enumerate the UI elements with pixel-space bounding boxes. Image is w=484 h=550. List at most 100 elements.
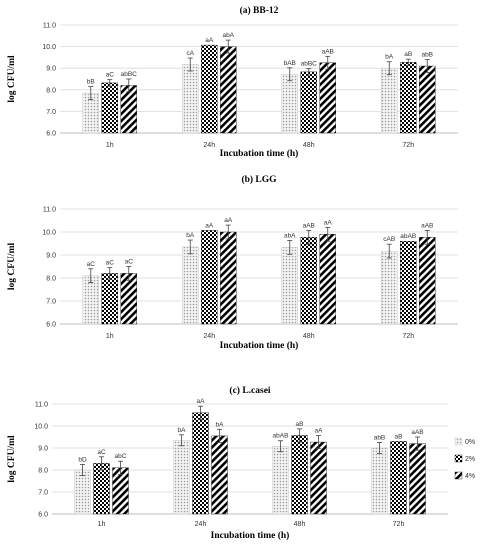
bar <box>419 65 436 134</box>
bar <box>390 441 407 515</box>
x-tick-label: 48h <box>303 333 315 340</box>
bar <box>101 82 118 134</box>
y-tick-label: 6.0 <box>46 131 56 138</box>
x-tick-label: 48h <box>303 142 315 149</box>
x-tick-label: 1h <box>106 142 114 149</box>
legend-label: 2% <box>465 456 475 463</box>
data-label: abB <box>421 52 433 59</box>
bar <box>409 443 426 515</box>
y-axis-label: log CFU/ml <box>7 55 17 103</box>
legend-label: 4% <box>465 473 475 480</box>
data-label: bA <box>178 427 187 434</box>
y-tick-label: 6.0 <box>46 322 56 329</box>
data-label: bA <box>216 421 225 428</box>
data-label: aA <box>205 222 214 229</box>
x-tick-label: 48h <box>294 521 306 528</box>
data-label: abB <box>374 435 386 442</box>
data-label: abC <box>115 453 127 460</box>
y-tick-label: 11.0 <box>35 402 48 409</box>
y-tick-label: 6.0 <box>38 512 48 519</box>
x-axis-label: Incubation time (h) <box>211 530 290 541</box>
data-label: aA <box>224 217 233 224</box>
bar <box>173 440 190 515</box>
data-label: bAB <box>284 60 296 67</box>
bar <box>319 62 336 134</box>
data-label: cAB <box>383 236 395 243</box>
data-label: aB <box>404 51 412 58</box>
y-tick-label: 9.0 <box>46 66 56 73</box>
bar <box>381 67 398 134</box>
bar <box>400 62 417 134</box>
data-label: abBC <box>301 61 318 68</box>
y-tick-label: 8.0 <box>46 276 56 283</box>
bar <box>211 435 228 515</box>
data-label: aC <box>106 72 115 79</box>
bar <box>220 231 237 325</box>
data-label: aA <box>315 427 324 434</box>
bar <box>120 273 137 325</box>
data-label: bB <box>87 79 95 86</box>
data-label: abAB <box>400 233 416 240</box>
data-label: aA <box>197 398 206 405</box>
bar <box>74 469 91 515</box>
bar <box>220 46 237 134</box>
bar <box>400 240 417 325</box>
bar <box>272 446 289 515</box>
data-label: aC <box>87 261 96 268</box>
data-label: abA <box>222 32 234 39</box>
y-axis-label: log CFU/ml <box>7 435 17 483</box>
legend: 0% 2% 4% <box>454 437 475 480</box>
x-tick-label: 1h <box>98 521 106 528</box>
x-tick-label: 72h <box>402 333 414 340</box>
legend-swatch <box>454 454 463 463</box>
chart-title: (a) BB-12 <box>240 5 279 16</box>
data-label: abA <box>284 233 296 240</box>
chart-panel-3: (c) L.casei 6.0 7.0 8.0 9.0 10.0 11.0 log CFU/m… <box>7 385 475 541</box>
x-tick-label: 72h <box>393 521 405 528</box>
data-label: aAB <box>303 222 315 229</box>
y-tick-label: 8.0 <box>38 468 48 475</box>
data-label: aAB <box>411 429 423 436</box>
bar <box>281 247 298 325</box>
x-tick-label: 1h <box>106 333 114 340</box>
legend-swatch <box>454 471 463 480</box>
bar <box>120 85 137 134</box>
bar <box>419 237 436 325</box>
data-label: aAB <box>322 48 334 55</box>
data-label: cA <box>186 50 194 57</box>
bar <box>300 237 317 325</box>
bar <box>300 71 317 134</box>
y-tick-label: 11.0 <box>43 207 56 214</box>
y-tick-label: 9.0 <box>46 253 56 260</box>
bar <box>319 234 336 325</box>
chart-title: (b) LGG <box>241 174 277 185</box>
data-label: abBC <box>121 71 138 78</box>
data-label: abAB <box>273 433 289 440</box>
data-label: bD <box>78 457 87 464</box>
data-label: aA <box>324 219 333 226</box>
y-tick-label: 10.0 <box>42 230 56 237</box>
data-label: aB <box>296 421 304 428</box>
data-label: bA <box>186 232 195 239</box>
bar <box>93 463 110 515</box>
y-tick-label: 10.0 <box>34 424 48 431</box>
bar <box>281 74 298 134</box>
y-tick-label: 9.0 <box>38 446 48 453</box>
bar <box>291 435 308 515</box>
chart-panel-1: (a) BB-12 6.0 7.0 8.0 9.0 10.0 11.0 log CFU/ml 1… <box>7 5 458 159</box>
data-label: aC <box>106 260 115 267</box>
y-tick-label: 8.0 <box>46 87 56 94</box>
data-label: aA <box>205 37 214 44</box>
bar <box>371 447 388 515</box>
bar <box>182 246 199 325</box>
x-tick-label: 72h <box>402 142 414 149</box>
y-tick-label: 7.0 <box>46 109 56 116</box>
x-tick-label: 24h <box>203 333 215 340</box>
bar <box>182 64 199 134</box>
bar <box>101 273 118 325</box>
data-label: aC <box>125 259 134 266</box>
y-tick-label: 10.0 <box>42 44 56 51</box>
bar <box>381 250 398 325</box>
bar <box>201 44 218 134</box>
